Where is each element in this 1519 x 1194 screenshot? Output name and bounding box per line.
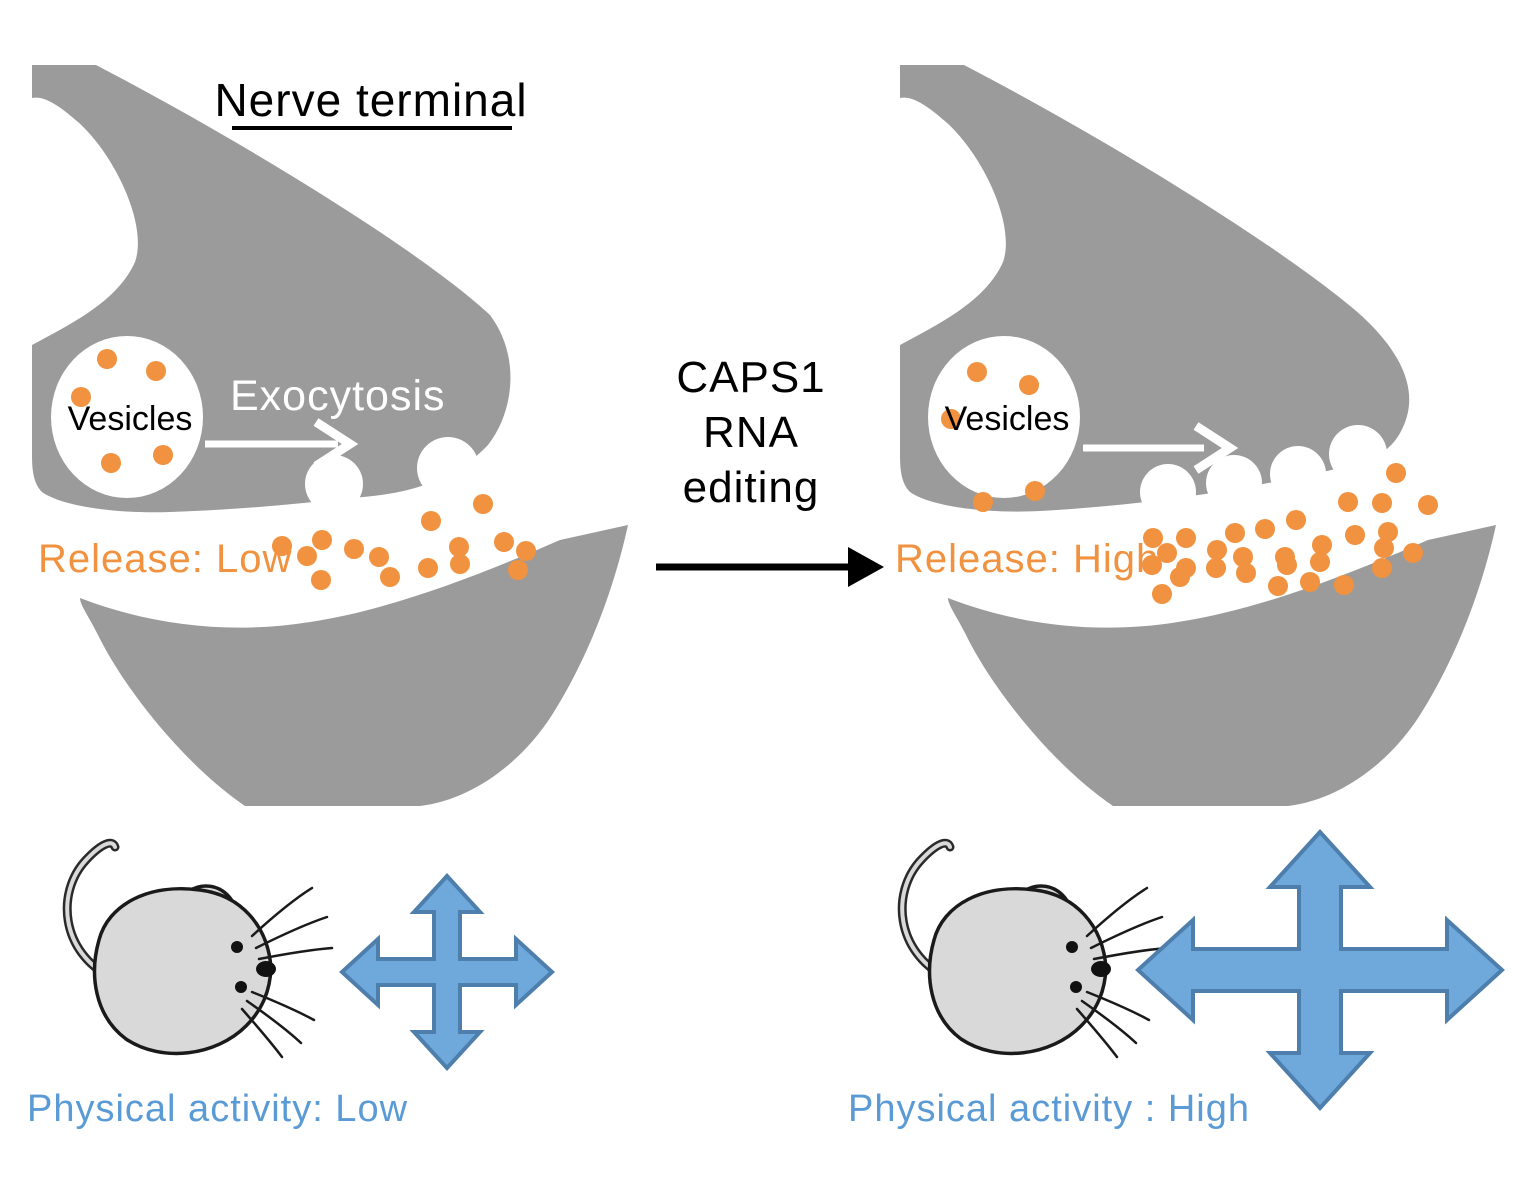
transmitter-dot [1268, 576, 1288, 596]
right-release-label: Release: High [895, 537, 1159, 581]
small-four-way-arrow-icon [339, 873, 555, 1071]
left-panel: Nerve terminal Vesicles Exocytosis Relea… [32, 65, 628, 806]
right-vesicle-pool-circle [928, 336, 1080, 498]
transmitter-dot [97, 349, 117, 369]
transmitter-dot [1372, 493, 1392, 513]
transmitter-dot [1236, 563, 1256, 583]
caps1-label-line2: RNA [703, 408, 799, 457]
exocytosis-label: Exocytosis [230, 372, 446, 420]
transmitter-dot [1176, 528, 1196, 548]
fusing-vesicle-bump [417, 437, 479, 499]
transmitter-dot [1334, 575, 1354, 595]
transmitter-dot [101, 453, 121, 473]
left-activity-label: Physical activity: Low [27, 1088, 408, 1130]
transmitter-dot [450, 554, 470, 574]
transmitter-dot [1310, 552, 1330, 572]
bottom-row: Physical activity: Low Physical activity… [27, 829, 1505, 1130]
fusing-vesicle-bump [1140, 464, 1196, 520]
transmitter-dot [1372, 558, 1392, 578]
transmitter-dot [71, 387, 91, 407]
left-release-label: Release: Low [38, 537, 292, 581]
transmitter-dot [1225, 523, 1245, 543]
fusing-vesicle-bump [1329, 425, 1387, 483]
left-released-dots [272, 494, 536, 590]
right-activity-label: Physical activity : High [848, 1088, 1250, 1130]
transmitter-dot [1152, 584, 1172, 604]
transmitter-dot [973, 492, 993, 512]
transmitter-dot [516, 541, 536, 561]
transmitter-dot [369, 547, 389, 567]
caps1-label-line3: editing [683, 463, 820, 512]
transmitter-dot [1143, 528, 1163, 548]
right-membrane-bumps [1140, 425, 1387, 520]
transmitter-dot [1176, 558, 1196, 578]
large-four-way-arrow-icon [1135, 829, 1505, 1111]
transmitter-dot [1418, 495, 1438, 515]
right-mouse-illustration [902, 843, 1167, 1057]
transmitter-dot [941, 409, 961, 429]
transmitter-dot [494, 532, 514, 552]
transmitter-dot [1233, 547, 1253, 567]
transmitter-dot [1386, 463, 1406, 483]
transmitter-dot [1255, 519, 1275, 539]
transmitter-dot [1142, 555, 1162, 575]
transmitter-dot [1374, 538, 1394, 558]
transmitter-dot [297, 546, 317, 566]
transmitter-dot [1277, 555, 1297, 575]
transmitter-dot [272, 536, 292, 556]
transmitter-dot [1312, 535, 1332, 555]
nerve-terminal-title: Nerve terminal [214, 74, 527, 126]
transition-arrow [656, 547, 884, 587]
transmitter-dot [418, 558, 438, 578]
right-panel: Vesicles Release: High [895, 65, 1496, 806]
center-transition: CAPS1 RNA editing [656, 353, 884, 587]
transmitter-dot [473, 494, 493, 514]
transmitter-dot [344, 539, 364, 559]
transmitter-dot [508, 560, 528, 580]
left-vesicle-dots [71, 349, 173, 473]
transmitter-dot [1206, 558, 1226, 578]
transmitter-dot [1378, 522, 1398, 542]
transmitter-dot [146, 361, 166, 381]
transmitter-dot [1157, 543, 1177, 563]
right-exocytosis-arrow [1083, 422, 1239, 474]
fusing-vesicle-bump [1206, 455, 1262, 511]
right-vesicles-label: Vesicles [945, 400, 1070, 438]
transmitter-dot [1286, 510, 1306, 530]
right-vesicle-dots [941, 362, 1045, 512]
transmitter-dot [1207, 540, 1227, 560]
right-released-dots [1142, 463, 1438, 604]
left-vesicles-label: Vesicles [68, 400, 193, 438]
transmitter-dot [1345, 525, 1365, 545]
transmitter-dot [1403, 543, 1423, 563]
left-exocytosis-arrow [205, 418, 359, 470]
transmitter-dot [1025, 481, 1045, 501]
transmitter-dot [967, 362, 987, 382]
transmitter-dot [1300, 572, 1320, 592]
transmitter-dot [312, 530, 332, 550]
fusing-vesicle-bump [305, 455, 363, 513]
transmitter-dot [1338, 492, 1358, 512]
left-membrane-bumps [305, 437, 479, 513]
left-mouse-illustration [67, 843, 332, 1057]
transmitter-dot [1019, 375, 1039, 395]
transmitter-dot [380, 567, 400, 587]
transmitter-dot [449, 537, 469, 557]
transmitter-dot [153, 445, 173, 465]
transmitter-dot [311, 570, 331, 590]
transmitter-dot [421, 511, 441, 531]
fusing-vesicle-bump [1270, 446, 1326, 502]
caps1-label-line1: CAPS1 [676, 353, 825, 402]
